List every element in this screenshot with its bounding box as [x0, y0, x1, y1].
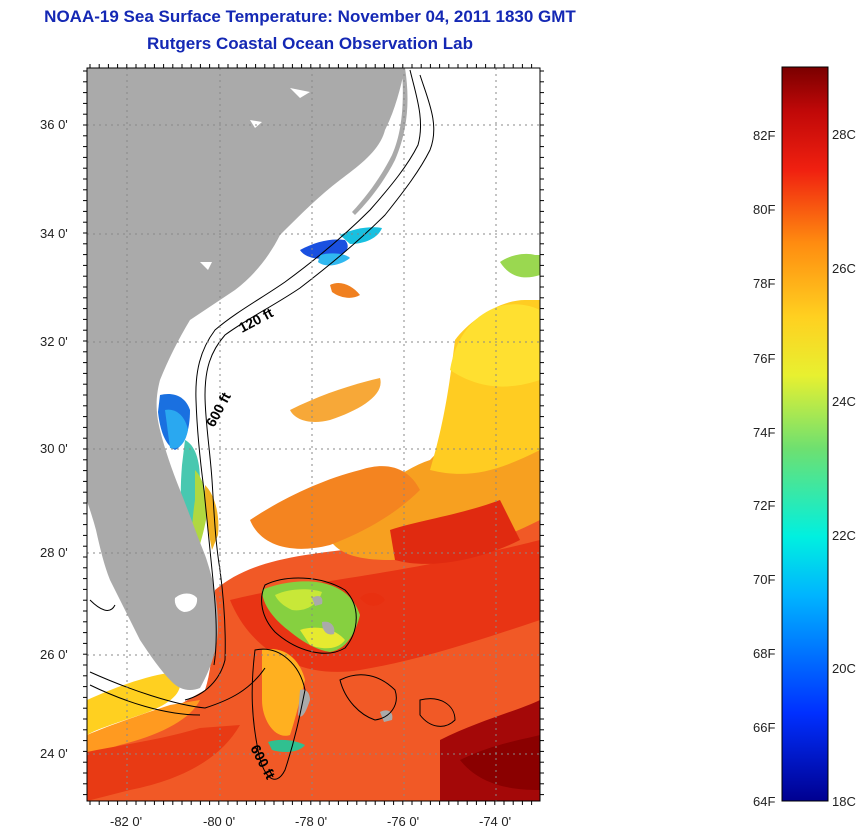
lat-tick-label: 28 0': [40, 545, 68, 560]
colorbar: [781, 66, 829, 802]
colorbar-c-label: 18C: [832, 794, 856, 809]
colorbar-f-label: 64F: [753, 794, 776, 809]
colorbar-c-label: 24C: [832, 394, 856, 409]
colorbar-c-label: 28C: [832, 127, 856, 142]
colorbar-f-label: 70F: [753, 572, 776, 587]
lat-tick-label: 26 0': [40, 647, 68, 662]
colorbar-f-label: 68F: [753, 646, 776, 661]
map-subtitle: Rutgers Coastal Ocean Observation Lab: [147, 34, 473, 53]
lat-tick-label: 32 0': [40, 334, 68, 349]
lon-tick-label: -74 0': [479, 814, 512, 829]
colorbar-f-label: 74F: [753, 425, 776, 440]
lon-tick-label: -82 0': [110, 814, 143, 829]
colorbar-f-label: 66F: [753, 720, 776, 735]
colorbar-c-label: 22C: [832, 528, 856, 543]
lat-tick-label: 30 0': [40, 441, 68, 456]
map-title: NOAA-19 Sea Surface Temperature: Novembe…: [44, 7, 576, 26]
lat-tick-label: 24 0': [40, 746, 68, 761]
colorbar-c-label: 26C: [832, 261, 856, 276]
colorbar-f-label: 82F: [753, 128, 776, 143]
colorbar-f-label: 80F: [753, 202, 776, 217]
lon-tick-label: -78 0': [295, 814, 328, 829]
map-frame: [83, 64, 544, 805]
colorbar-c-label: 20C: [832, 661, 856, 676]
lat-tick-label: 36 0': [40, 117, 68, 132]
colorbar-f-label: 72F: [753, 498, 776, 513]
lon-tick-label: -76 0': [387, 814, 420, 829]
bathymetry-contours: [89, 69, 456, 780]
colorbar-f-label: 78F: [753, 276, 776, 291]
lat-tick-label: 34 0': [40, 226, 68, 241]
sst-data-layer: [87, 227, 540, 801]
graticule: [87, 68, 540, 801]
colorbar-f-label: 76F: [753, 351, 776, 366]
lon-tick-label: -80 0': [203, 814, 236, 829]
